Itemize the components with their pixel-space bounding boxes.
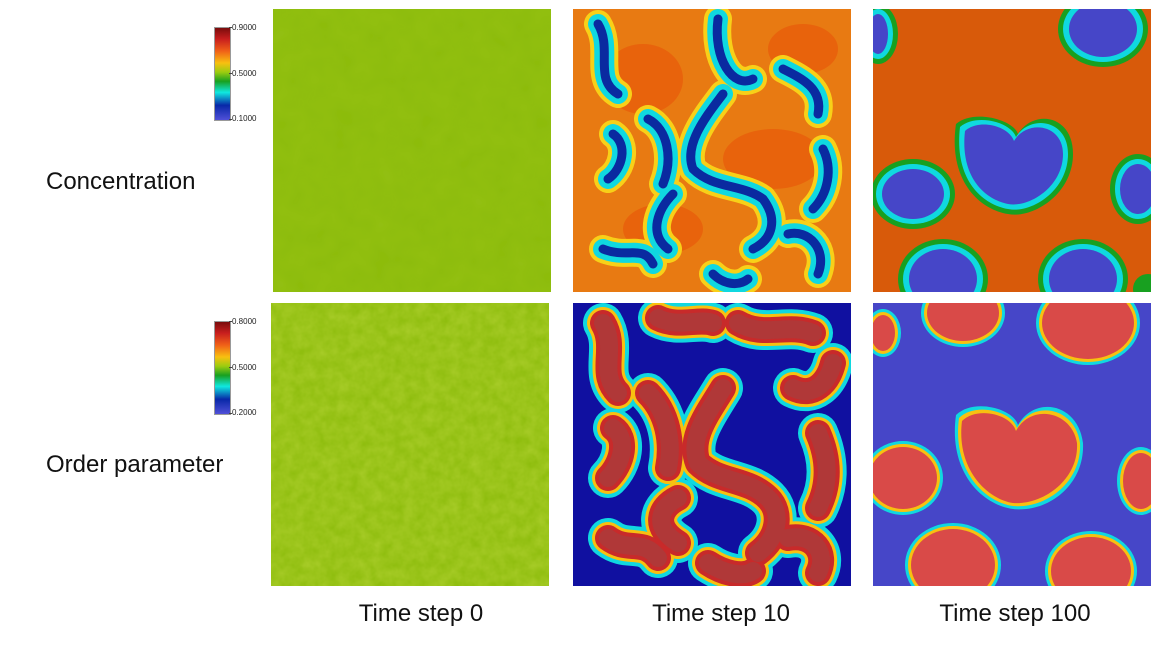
panel-concentration-step-10 bbox=[573, 9, 851, 292]
colorbar-mid-label: 0.5000 bbox=[232, 363, 257, 372]
colorbar-min-label: 0.1000 bbox=[232, 114, 257, 123]
panel-order-parameter-step-10 bbox=[573, 303, 851, 586]
colorbar-mid-label: 0.5000 bbox=[232, 69, 257, 78]
panel-order-parameter-step-0 bbox=[271, 303, 549, 586]
column-label-time-step-100: Time step 100 bbox=[939, 600, 1091, 627]
column-label-time-step-0: Time step 0 bbox=[358, 600, 484, 627]
column-label-time-step-10: Time step 10 bbox=[652, 600, 790, 627]
colorbar-gradient bbox=[214, 321, 231, 415]
panel-concentration-step-0 bbox=[273, 9, 551, 292]
panel-order-parameter-step-100 bbox=[873, 303, 1151, 586]
row-label-order-parameter: Order parameter bbox=[46, 451, 224, 478]
panel-concentration-step-100 bbox=[873, 9, 1151, 292]
colorbar-gradient bbox=[214, 27, 231, 121]
colorbar-max-label: 0.9000 bbox=[232, 23, 257, 32]
colorbar-max-label: 0.8000 bbox=[232, 317, 257, 326]
colorbar-min-label: 0.2000 bbox=[232, 408, 257, 417]
row-label-concentration: Concentration bbox=[46, 168, 196, 195]
